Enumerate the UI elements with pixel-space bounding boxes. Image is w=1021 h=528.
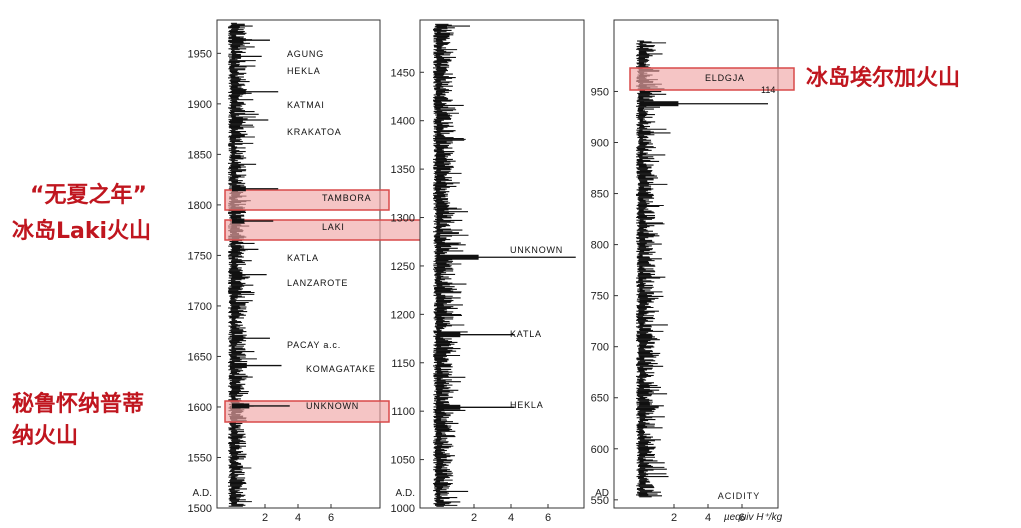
annotation-eldgja: 冰岛埃尔加火山: [806, 66, 961, 91]
annotation-year-without-summer: “无夏之年”: [30, 183, 147, 208]
event-label: UNKNOWN: [306, 401, 359, 411]
event-label: HEKLA: [510, 400, 544, 410]
x-tick-label: 2: [671, 512, 677, 524]
event-label: KATMAI: [287, 100, 325, 110]
event-value-label: 114: [761, 85, 775, 95]
y-axis-label: A.D.: [193, 488, 212, 499]
highlight-box-tambora: [224, 189, 390, 211]
event-spike-base: [437, 332, 461, 338]
y-tick-label: 1250: [391, 261, 415, 273]
x-tick-label: 4: [295, 512, 301, 524]
acidity-trace: [636, 40, 671, 498]
y-tick-label: 800: [591, 240, 609, 252]
y-tick-label: 1900: [188, 99, 212, 111]
chart-panel-1: 1500 1550 1600 1650 1700 1750 1800 1850 1900 1950…: [188, 19, 440, 524]
y-tick-label: 950: [591, 86, 609, 98]
y-tick-label: 1150: [391, 358, 415, 370]
event-spike-base: [232, 186, 246, 192]
x-tick-label: 2: [471, 512, 477, 524]
x-tick-label: 6: [739, 512, 745, 524]
annotation-laki: 冰岛Laki火山: [12, 219, 152, 244]
x-tick-label: 6: [545, 512, 551, 524]
x-tick-label: 6: [328, 512, 334, 524]
acidity-trace: [433, 23, 471, 507]
highlight-layer: [629, 67, 795, 91]
x-tick-label: 4: [705, 512, 711, 524]
x-axis-unit: µequiv H⁺/kg: [724, 512, 783, 523]
y-tick-label: 1600: [188, 402, 212, 414]
event-label: PACAY a.c.: [287, 340, 341, 350]
y-axis-label: AD: [595, 488, 609, 499]
event-spike-base: [437, 404, 461, 410]
y-tick-label: 850: [591, 189, 609, 201]
y-tick-label: 750: [591, 291, 609, 303]
y-tick-label: 650: [591, 393, 609, 405]
y-tick-label: 1350: [391, 164, 415, 176]
event-spike-base: [437, 254, 479, 260]
highlight-box-eldgja: [629, 67, 795, 91]
event-label: KRAKATOA: [287, 127, 342, 137]
event-label: LAKI: [322, 222, 345, 232]
y-tick-label: 1000: [391, 503, 415, 515]
y-tick-label: 1400: [391, 116, 415, 128]
event-label: HEKLA: [287, 66, 321, 76]
event-label: ELDGJA: [705, 73, 745, 83]
y-tick-label: 1550: [188, 452, 212, 464]
y-tick-label: 1450: [391, 67, 415, 79]
y-tick-label: 600: [591, 444, 609, 456]
event-label: AGUNG: [287, 49, 324, 59]
x-tick-label: 4: [508, 512, 514, 524]
event-label: KATLA: [510, 329, 542, 339]
y-tick-label: 1750: [188, 250, 212, 262]
annotation-huaynaputina-line1: 秘鲁怀纳普蒂: [12, 392, 145, 417]
event-label: KOMAGATAKE: [306, 364, 376, 374]
y-tick-label: 1700: [188, 301, 212, 313]
event-spike-base: [640, 101, 679, 107]
y-axis-label: A.D.: [396, 488, 415, 499]
y-tick-label: 1850: [188, 149, 212, 161]
event-spike-base: [232, 89, 246, 95]
chart-panel-3: 550 600 650 700 750 800 850 900 950 2 4 6 AD ACIDITY µ…: [591, 19, 795, 524]
x-axis-label: ACIDITY: [718, 491, 761, 501]
event-spike-base: [232, 37, 244, 43]
event-spike-base: [232, 403, 250, 409]
chart-panel-2: 1000 1050 1100 1150 1200 1250 1300 1350 1400 1450…: [391, 19, 585, 524]
y-tick-label: 1100: [391, 406, 415, 418]
event-spike-base: [232, 53, 241, 59]
y-tick-label: 1500: [188, 503, 212, 515]
annotation-huaynaputina-line2: 纳火山: [12, 424, 79, 449]
y-tick-label: 1200: [391, 309, 415, 321]
event-spike-base: [232, 117, 243, 123]
y-tick-label: 700: [591, 342, 609, 354]
event-label: LANZAROTE: [287, 278, 348, 288]
event-spike-base: [232, 218, 245, 224]
event-label: UNKNOWN: [510, 245, 563, 255]
event-spike-base: [232, 246, 240, 252]
event-spike-base: [232, 335, 244, 341]
y-tick-label: 550: [591, 495, 609, 507]
y-tick-label: 1800: [188, 200, 212, 212]
y-tick-label: 1650: [188, 351, 212, 363]
y-tick-label: 1050: [391, 455, 415, 467]
event-spike-base: [232, 272, 243, 278]
acidity-trace: [228, 22, 259, 507]
event-label: TAMBORA: [322, 193, 371, 203]
event-label: KATLA: [287, 253, 319, 263]
x-tick-label: 2: [262, 512, 268, 524]
y-tick-label: 1950: [188, 48, 212, 60]
y-tick-label: 1300: [391, 213, 415, 225]
y-tick-label: 900: [591, 138, 609, 150]
event-spike-base: [232, 363, 247, 369]
